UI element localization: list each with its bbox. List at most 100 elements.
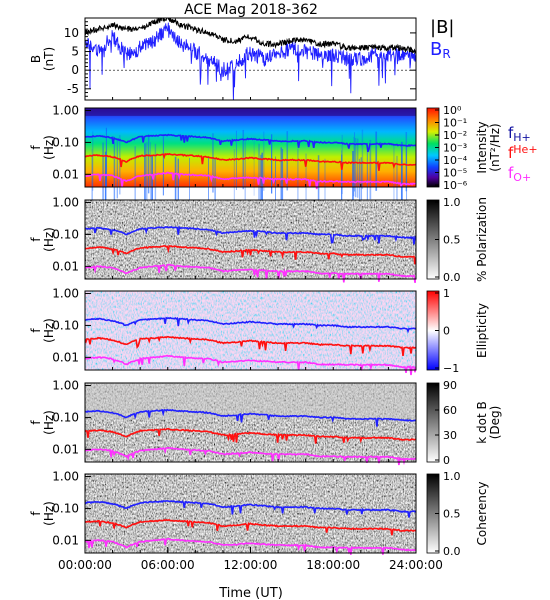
- panel-b-ylabel: B (nT): [29, 47, 56, 71]
- f-oplus-line: [85, 171, 416, 190]
- spectrogram-streak: [147, 134, 150, 194]
- panel-ellipticity: 1.00 0.10 0.01 f (Hz) 1 0 −1 Ellipticity: [29, 287, 489, 376]
- colorbar-tick-label: 10⁻²: [443, 129, 467, 142]
- y-tick-label: 1.00: [52, 470, 79, 484]
- spectrogram-streak: [275, 156, 276, 216]
- legend-br: BR: [430, 39, 451, 61]
- y-tick-label: 0.10: [52, 227, 79, 241]
- figure-title: ACE Mag 2018-362: [184, 2, 318, 18]
- colorbar-title-group: % Polarization: [475, 197, 489, 282]
- y-tick-label: -5: [67, 82, 79, 96]
- colorbar-tick-label: 0.0: [443, 271, 461, 284]
- y-tick-label: 0.01: [52, 259, 79, 273]
- spectrogram-area: [85, 291, 416, 376]
- colorbar-tick-label: 10⁻¹: [443, 117, 467, 130]
- f-oplus-line: [85, 446, 416, 466]
- legend-br-subscript: R: [442, 47, 450, 61]
- spectrogram-streak: [113, 142, 116, 202]
- spectrogram-streak: [271, 134, 273, 194]
- y-axis-label: f: [29, 511, 43, 516]
- f-oplus-line: [85, 537, 416, 555]
- spectrogram-streak: [145, 142, 148, 202]
- spectrogram-streak: [341, 150, 343, 210]
- spectrogram-streak: [208, 156, 209, 216]
- y-axis-unit: (nT): [42, 47, 56, 71]
- legend-f-2: fO+: [508, 164, 531, 184]
- spectrogram-streak: [91, 154, 93, 214]
- f-hplus-line: [85, 408, 416, 427]
- colorbar-title-group: k dot B (Deg): [475, 401, 502, 443]
- spectrogram-streak: [357, 138, 359, 198]
- y-tick-label: 0.01: [52, 533, 79, 547]
- panel-ylabel: f (Hz): [29, 135, 56, 160]
- y-tick-label: 0.01: [52, 442, 79, 456]
- y-tick-label: 0.10: [52, 318, 79, 332]
- f-heplus-line: [85, 518, 416, 536]
- y-axis-label: f: [29, 237, 43, 242]
- x-axis-label: Time (UT): [218, 586, 283, 600]
- spectrogram-area: [85, 474, 416, 555]
- panel-ylabel: f (Hz): [29, 318, 56, 343]
- legend-f-0: fH+: [508, 124, 531, 144]
- colorbar-title: Intensity: [475, 121, 489, 173]
- colorbar-tick-label: 0: [443, 325, 450, 338]
- y-tick-label: 5: [71, 45, 79, 59]
- spectrogram-area: [85, 108, 416, 219]
- y-tick-label: 10: [64, 26, 79, 40]
- y-axis-unit: (Hz): [42, 318, 56, 343]
- spectrogram-streak: [260, 154, 262, 215]
- f-hplus-line: [85, 500, 416, 518]
- x-tick-label: 24:00:00: [389, 558, 443, 572]
- b-traces: [85, 18, 416, 100]
- spectrogram-highf-band: [85, 108, 416, 116]
- legend-b-magnitude: |B|: [430, 17, 454, 38]
- spectrogram-streak: [352, 150, 354, 211]
- spectrogram-streak: [154, 143, 157, 204]
- spectrogram-streak: [375, 131, 378, 191]
- y-tick-label: 0: [71, 63, 79, 77]
- panel-ylabel: f (Hz): [29, 410, 56, 435]
- spectrogram-streak: [116, 139, 118, 199]
- spectrogram-noise: [85, 291, 416, 370]
- colorbar-tick-label: 1.0: [443, 196, 461, 209]
- panel-b-field: 10 5 0 -5 B (nT) |B|BR: [29, 17, 454, 101]
- spectrogram-streak: [144, 143, 146, 203]
- panel-ylabel: f (Hz): [29, 227, 56, 252]
- y-axis-unit: (Hz): [42, 135, 56, 160]
- colorbar-tick-label: −1: [443, 362, 459, 375]
- br-series-line: [85, 22, 416, 100]
- spectrogram-streak: [396, 155, 398, 216]
- legend-f-subscript: He+: [513, 143, 537, 156]
- spectrogram-streak: [366, 144, 368, 204]
- colorbar-tick-label: 30: [443, 429, 457, 442]
- spectrogram-streak: [359, 158, 361, 219]
- spectrogram-streak: [253, 136, 255, 196]
- y-axis-unit: (Hz): [42, 501, 56, 526]
- spectrogram-streak: [151, 156, 153, 216]
- panel-polarization: 1.00 0.10 0.01 f (Hz) 1.0 0.5 0.0 % Polarization: [29, 196, 489, 284]
- spectrogram-streak: [104, 151, 107, 211]
- colorbar-tick-label: 0.5: [443, 508, 461, 521]
- spectrogram-noise: [85, 200, 416, 279]
- legend-f-1: fHe+: [508, 143, 538, 162]
- colorbar-title: Ellipticity: [475, 303, 489, 358]
- spectrogram-streak: [297, 148, 299, 208]
- colorbar-tick-label: 0.0: [443, 545, 461, 558]
- y-tick-label: 0.10: [52, 501, 79, 515]
- spectrogram-noise: [85, 474, 416, 553]
- y-tick-label: 0.01: [52, 350, 79, 364]
- spectrogram-streak: [92, 131, 94, 191]
- spectrogram-background: [85, 108, 416, 187]
- spectrogram-streak: [263, 131, 265, 191]
- legend-f-subscript: O+: [513, 171, 531, 184]
- spectrogram-streak: [177, 158, 179, 218]
- colorbar-title: % Polarization: [475, 197, 489, 282]
- colorbar-unit: (nT²/Hz): [488, 123, 502, 171]
- spectrogram-streak: [280, 147, 282, 207]
- y-tick-label: 1.00: [52, 196, 79, 210]
- y-tick-label: 1.00: [52, 104, 79, 118]
- colorbar-unit: (Deg): [488, 406, 502, 440]
- f-heplus-line: [85, 152, 416, 171]
- spectrogram-streak: [393, 145, 395, 205]
